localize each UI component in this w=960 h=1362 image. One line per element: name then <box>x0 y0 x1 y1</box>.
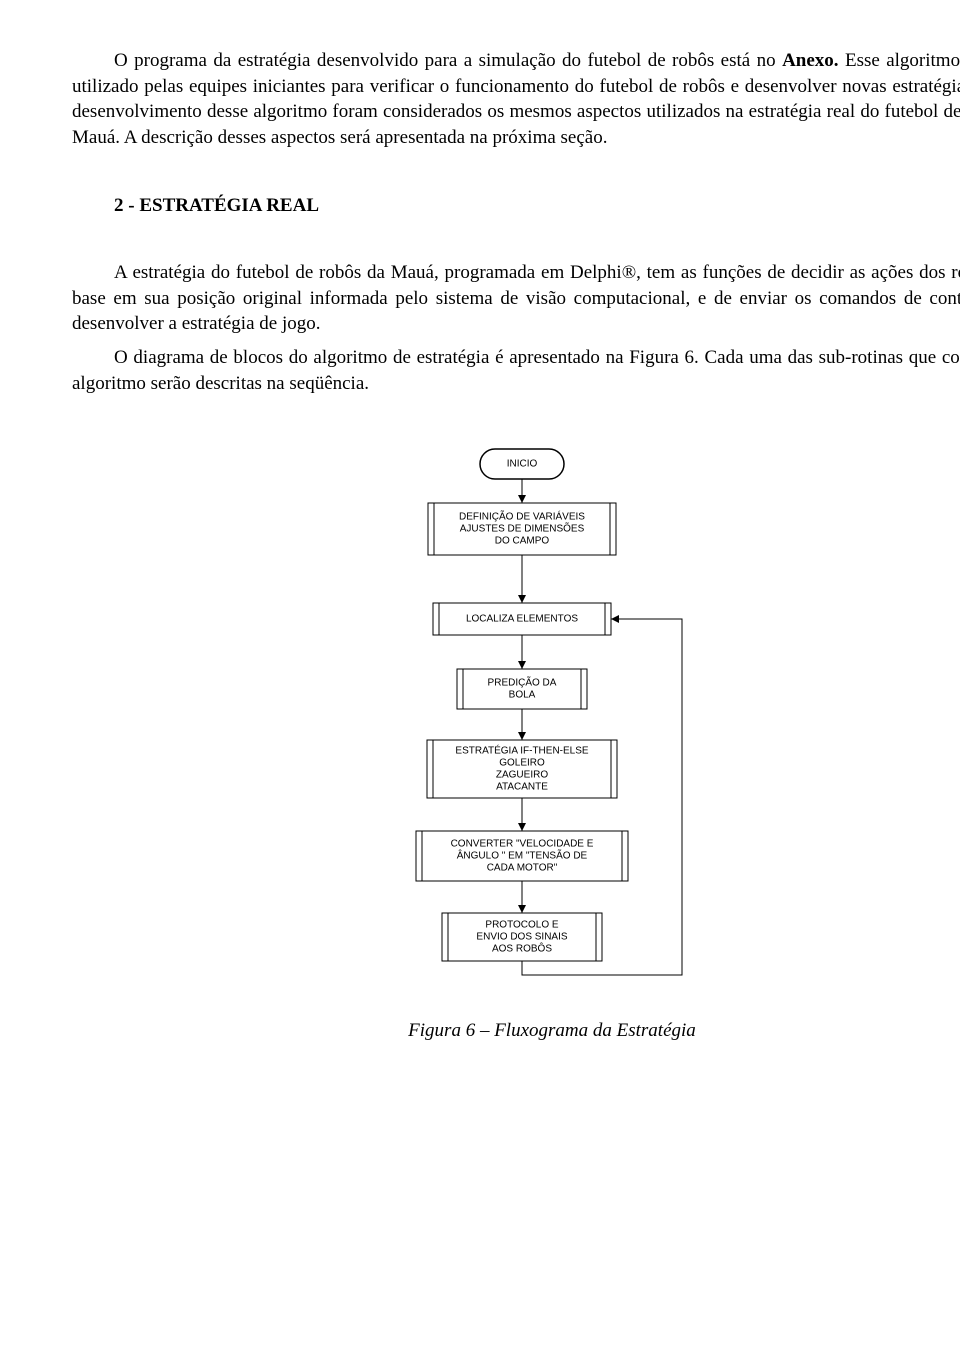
svg-text:INICIO: INICIO <box>507 459 538 470</box>
svg-text:AJUSTES DE DIMENSÕES: AJUSTES DE DIMENSÕES <box>460 522 585 535</box>
flowchart-node-start: INICIO <box>480 449 564 479</box>
figure-caption: Figura 6 – Fluxograma da Estratégia <box>72 1018 960 1044</box>
paragraph-2: A estratégia do futebol de robôs da Mauá… <box>72 260 960 337</box>
svg-text:BOLA: BOLA <box>509 690 536 701</box>
paragraph-1: O programa da estratégia desenvolvido pa… <box>72 48 960 151</box>
flowchart-node-estrat: ESTRATÉGIA IF-THEN-ELSEGOLEIROZAGUEIROAT… <box>427 740 617 798</box>
svg-text:ESTRATÉGIA IF-THEN-ELSE: ESTRATÉGIA IF-THEN-ELSE <box>455 744 588 757</box>
svg-text:GOLEIRO: GOLEIRO <box>499 758 545 769</box>
paragraph-3: O diagrama de blocos do algoritmo de est… <box>72 345 960 396</box>
svg-text:ATACANTE: ATACANTE <box>496 782 548 793</box>
flowchart-node-predicao: PREDIÇÃO DABOLA <box>457 669 587 709</box>
svg-text:PROTOCOLO E: PROTOCOLO E <box>485 920 558 931</box>
svg-text:DO CAMPO: DO CAMPO <box>495 536 550 547</box>
flowchart-container: INICIO DEFINIÇÃO DE VARIÁVEISAJUSTES DE D… <box>72 434 960 994</box>
svg-text:PREDIÇÃO DA: PREDIÇÃO DA <box>488 676 557 689</box>
section-title: 2 - ESTRATÉGIA REAL <box>114 193 960 219</box>
svg-text:ENVIO DOS SINAIS: ENVIO DOS SINAIS <box>476 932 567 943</box>
flowchart-node-convert: CONVERTER "VELOCIDADE EÂNGULO " EM "TENS… <box>416 831 628 881</box>
flowchart-svg: INICIO DEFINIÇÃO DE VARIÁVEISAJUSTES DE D… <box>362 434 742 994</box>
flowchart-node-proto: PROTOCOLO EENVIO DOS SINAISAOS ROBÔS <box>442 913 602 961</box>
svg-text:AOS ROBÔS: AOS ROBÔS <box>492 942 552 955</box>
svg-text:CONVERTER "VELOCIDADE E: CONVERTER "VELOCIDADE E <box>451 839 594 850</box>
svg-text:ÂNGULO " EM "TENSÃO DE: ÂNGULO " EM "TENSÃO DE <box>457 849 588 862</box>
flowchart-node-localiza: LOCALIZA ELEMENTOS <box>433 603 611 635</box>
svg-text:DEFINIÇÃO DE VARIÁVEIS: DEFINIÇÃO DE VARIÁVEIS <box>459 510 585 523</box>
svg-text:ZAGUEIRO: ZAGUEIRO <box>496 770 548 781</box>
flowchart-node-defvar: DEFINIÇÃO DE VARIÁVEISAJUSTES DE DIMENSÕ… <box>428 503 616 555</box>
svg-text:CADA MOTOR": CADA MOTOR" <box>487 863 558 874</box>
paragraph-1b-bold: Anexo. <box>782 50 838 71</box>
paragraph-1a: O programa da estratégia desenvolvido pa… <box>114 50 782 71</box>
svg-text:LOCALIZA ELEMENTOS: LOCALIZA ELEMENTOS <box>466 614 578 625</box>
